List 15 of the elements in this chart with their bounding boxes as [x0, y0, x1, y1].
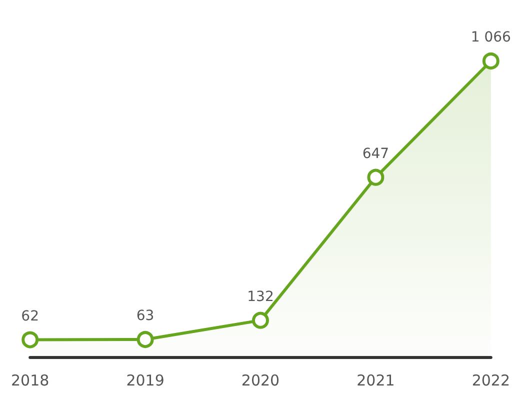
point	[136, 331, 154, 348]
data-label: 1 066	[470, 30, 512, 46]
point	[367, 168, 384, 186]
x-tick-label: 2019	[126, 372, 164, 390]
x-tick-label: 2020	[241, 372, 280, 390]
data-label: 647	[362, 146, 390, 162]
data-label: 132	[247, 288, 274, 305]
data-label: 63	[136, 308, 154, 324]
point	[252, 312, 269, 329]
x-tick-label: 2021	[356, 372, 395, 390]
point	[482, 52, 500, 70]
data-label: 62	[21, 308, 39, 324]
point	[22, 331, 39, 348]
x-tick-label: 2022	[472, 372, 510, 390]
x-tick-label: 2018	[10, 372, 50, 390]
